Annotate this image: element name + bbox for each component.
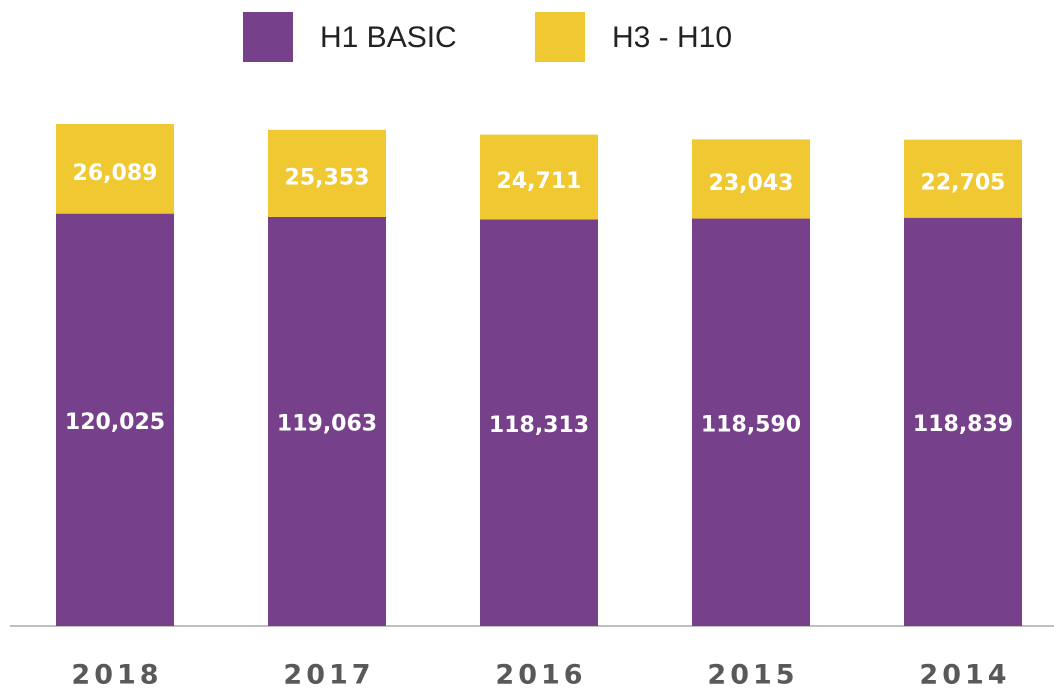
bar-segment [904,139,1022,218]
value-label: 25,353 [285,165,370,190]
value-label: 118,590 [701,412,801,437]
legend-label: H3 - H10 [612,21,732,54]
x-tick-label: 2016 [495,660,586,691]
value-label: 118,313 [489,413,589,438]
legend-swatch [243,12,293,62]
value-label: 26,089 [73,161,158,186]
bar-segment [480,219,598,627]
legend-swatch [535,12,585,62]
x-tick-label: 2017 [283,660,374,691]
x-tick-label: 2015 [707,660,798,691]
bar-segment [692,218,810,626]
value-label: 120,025 [65,410,165,435]
x-tick-label: 2018 [71,660,162,691]
bar-segment [56,213,174,626]
bar-segment [56,124,174,214]
value-label: 118,839 [913,412,1013,437]
bar-segment [268,216,386,626]
bar-segment [480,134,598,220]
legend-label: H1 BASIC [320,21,457,54]
value-label: 23,043 [709,171,794,196]
bar-segment [268,129,386,217]
bar-segment [904,217,1022,626]
value-label: 119,063 [277,411,377,436]
value-label: 22,705 [921,171,1006,196]
bar-segment [692,139,810,219]
value-label: 24,711 [497,169,582,194]
x-tick-label: 2014 [919,660,1010,691]
